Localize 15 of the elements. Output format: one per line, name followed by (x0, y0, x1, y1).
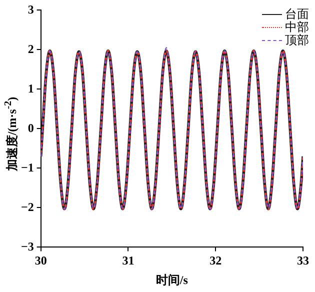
x-tick-label: 31 (122, 253, 134, 268)
x-tick-label: 33 (297, 253, 309, 268)
legend-label: 顶部 (285, 33, 309, 47)
y-tick-label: 0 (28, 120, 34, 135)
x-tick-label: 32 (210, 253, 222, 268)
x-tick-label: 30 (34, 253, 47, 268)
y-tick-label: −3 (20, 239, 34, 254)
y-tick-label: −1 (20, 160, 34, 174)
legend-label: 中部 (285, 20, 309, 34)
y-tick-label: −2 (20, 200, 34, 214)
y-tick-label: 2 (28, 42, 34, 56)
y-tick-label: 3 (28, 2, 34, 16)
y-tick-label: 1 (28, 81, 34, 96)
legend-label: 台面 (285, 7, 309, 21)
x-axis-title: 时间/s (156, 272, 188, 287)
